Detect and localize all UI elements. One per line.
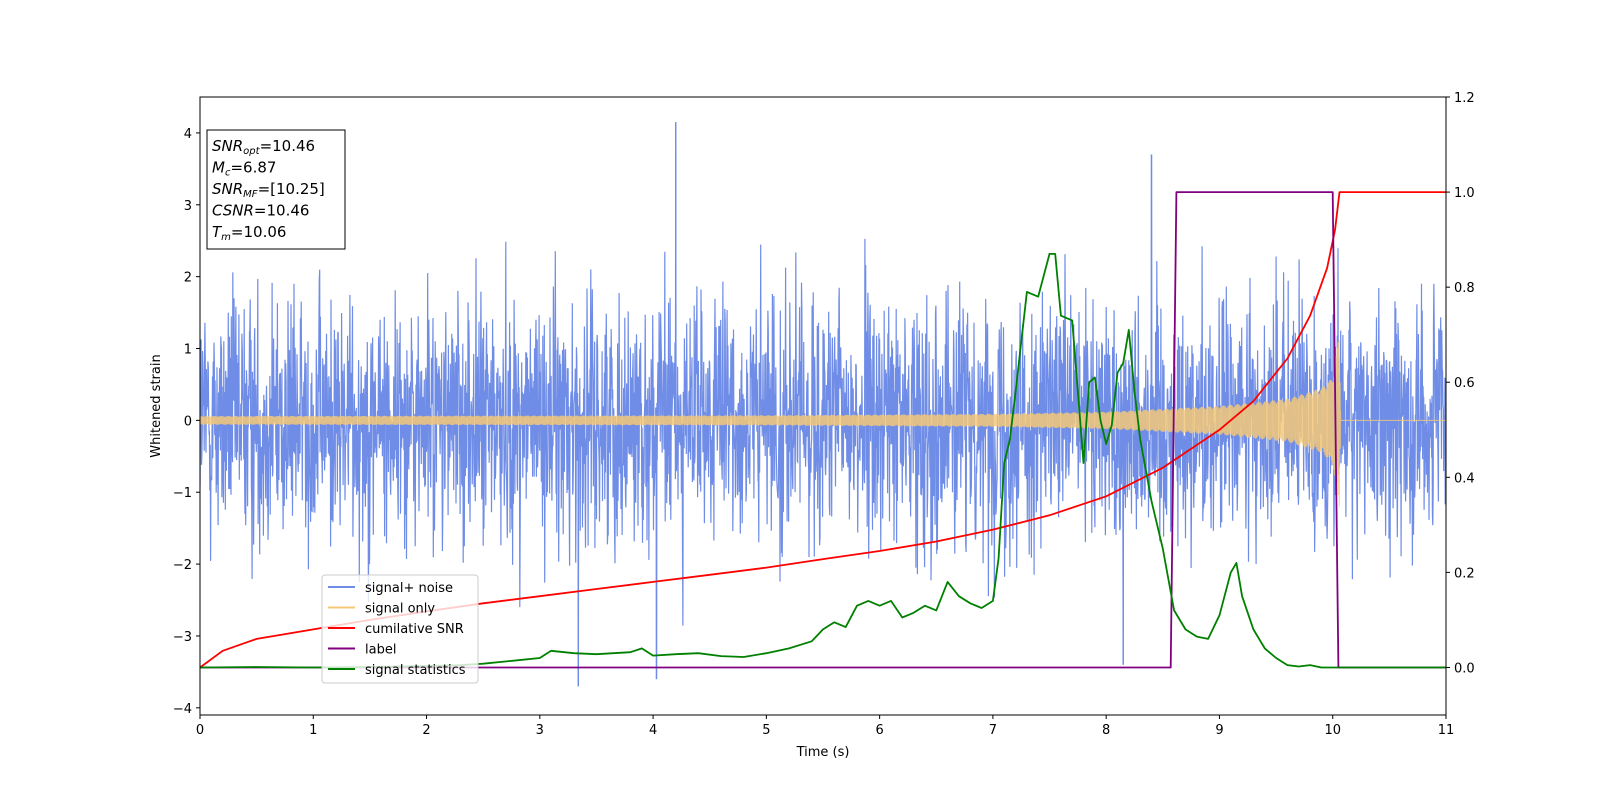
y-tick-label: 4	[184, 127, 192, 142]
y2-tick-label: 0.4	[1454, 471, 1475, 486]
x-tick-label: 10	[1324, 723, 1341, 738]
legend-frame	[321, 574, 479, 684]
y2-tick-label: 0.2	[1454, 566, 1475, 581]
x-tick-label: 5	[762, 723, 770, 738]
signal-only-line	[200, 339, 1446, 507]
signal-only-series	[200, 339, 1446, 507]
y-tick-label: 1	[184, 343, 192, 358]
x-tick-label: 9	[1215, 723, 1223, 738]
x-tick-label: 1	[309, 723, 317, 738]
x-tick-label: 4	[649, 723, 657, 738]
x-tick-label: 8	[1102, 723, 1110, 738]
y-axis-label: Whitened strain	[149, 354, 164, 457]
x-tick-label: 2	[422, 723, 430, 738]
y2-tick-label: 0.8	[1454, 281, 1475, 296]
signal-noise-series	[200, 122, 1446, 687]
info-box-frame	[206, 129, 346, 250]
x-tick-label: 6	[875, 723, 883, 738]
info-box-line: Tm=10.06	[212, 223, 286, 243]
y-tick-label: 0	[184, 414, 192, 429]
legend-label: cumilative SNR	[365, 622, 464, 637]
y-tick-label: 2	[184, 271, 192, 286]
y-tick-label: −3	[173, 630, 192, 645]
info-box-line: Mc=6.87	[212, 159, 276, 179]
y2-tick-label: 1.0	[1454, 186, 1475, 201]
info-box-line: SNRopt=10.46	[212, 137, 315, 157]
y2-tick-label: 0.6	[1454, 376, 1475, 391]
signal-noise-line	[200, 122, 1446, 687]
x-tick-label: 7	[989, 723, 997, 738]
y2-tick-label: 1.2	[1454, 91, 1475, 106]
axis-ticks: 0 1 2 3 4 5 6 7 8 9 10 11 −4 −3 −2 −1 0 1 2 3 4 0.0 0.2 0.4 0.6 0…	[173, 91, 1475, 738]
plot-frame	[199, 96, 1447, 716]
info-box-line: CSNR=10.46	[212, 202, 309, 220]
x-tick-label: 11	[1438, 723, 1455, 738]
legend-label: label	[365, 643, 396, 658]
x-tick-label: 3	[536, 723, 544, 738]
x-axis-label: Time (s)	[796, 745, 850, 760]
legend-label: signal statistics	[365, 663, 466, 678]
y-tick-label: −2	[173, 558, 192, 573]
signal-statistics-line	[200, 252, 1446, 669]
x-tick-label: 0	[196, 723, 204, 738]
y-tick-label: −4	[173, 702, 192, 717]
info-box-line: SNRMF=[10.25]	[212, 180, 325, 200]
y2-tick-label: 0.0	[1454, 661, 1475, 676]
legend-label: signal+ noise	[365, 581, 453, 596]
legend: signal+ noise signal only cumilative SNR la…	[321, 574, 479, 684]
y-tick-label: −1	[173, 486, 192, 501]
legend-label: signal only	[365, 602, 435, 617]
y-tick-label: 3	[184, 199, 192, 214]
